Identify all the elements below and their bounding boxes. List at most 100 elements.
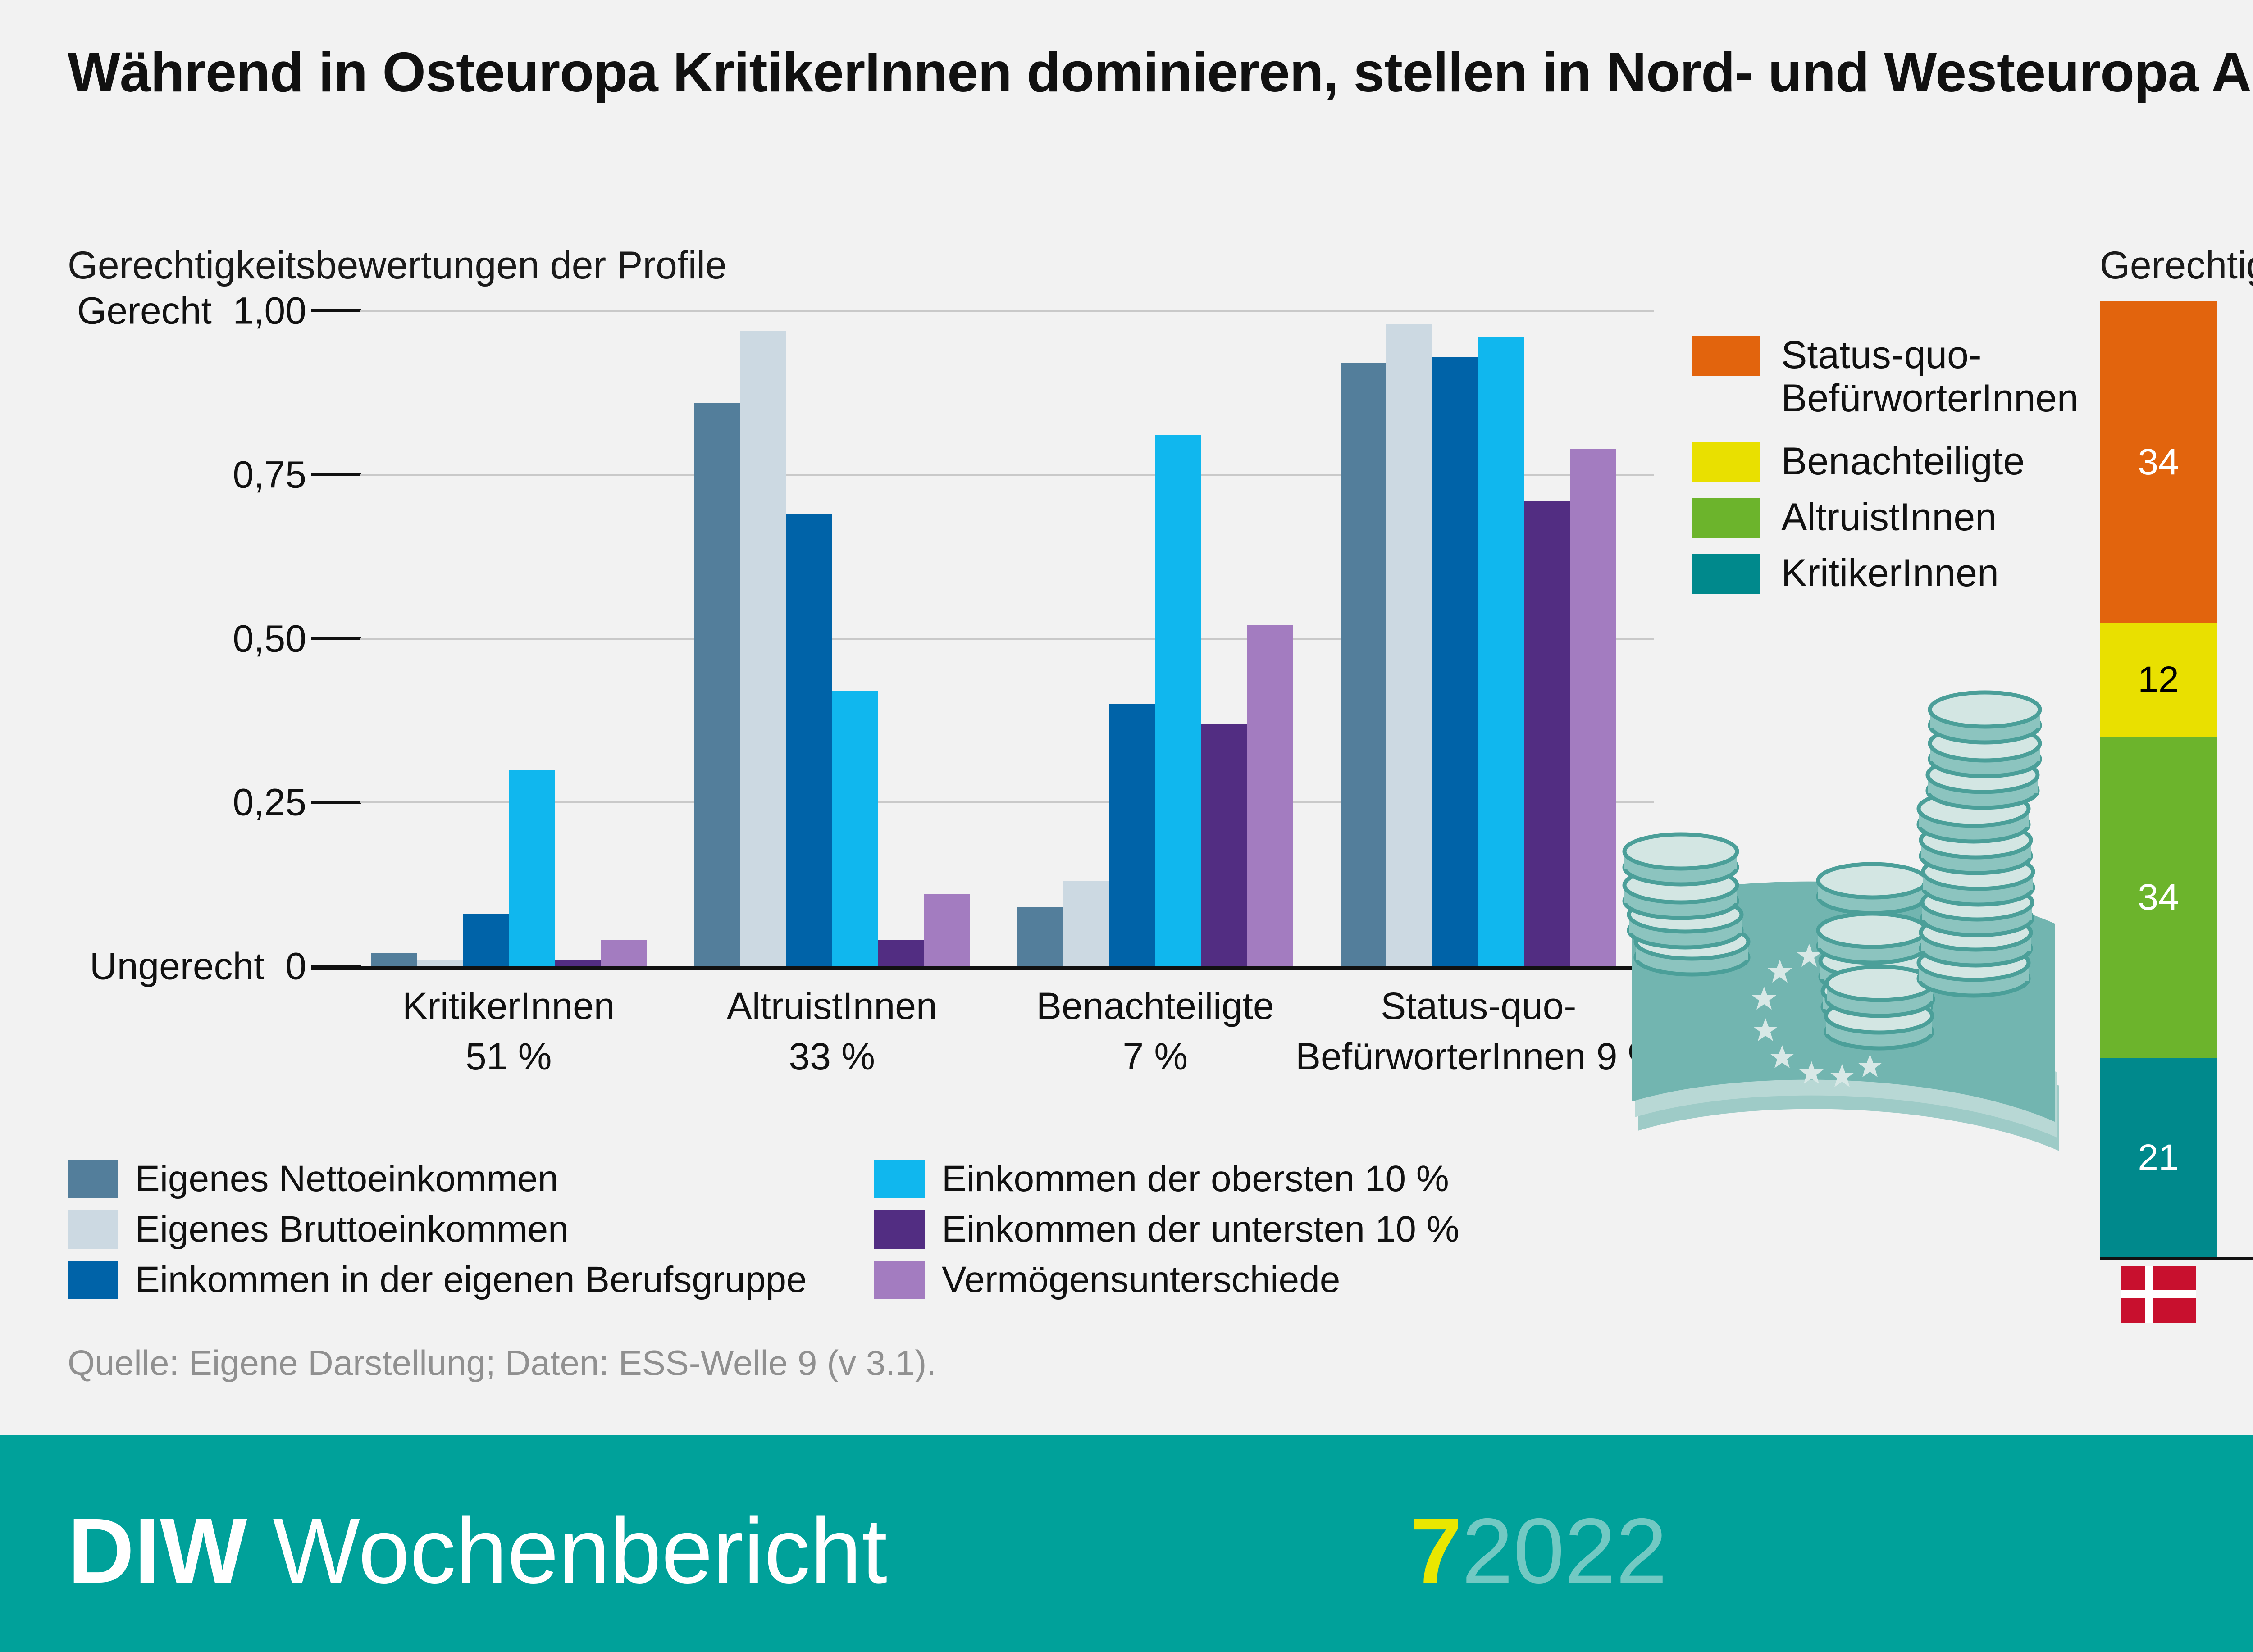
legend-label: Eigenes Bruttoeinkommen	[135, 1209, 569, 1250]
legend-swatch	[874, 1261, 925, 1299]
left-chart-subtitle: Gerechtigkeitsbewertungen der Profile	[68, 244, 727, 287]
bar[interactable]	[1341, 363, 1387, 966]
source-note: Quelle: Eigene Darstellung; Daten: ESS-W…	[68, 1343, 936, 1383]
bar[interactable]	[1017, 907, 1063, 966]
bar[interactable]	[694, 402, 740, 966]
x-category-share: 33 %	[789, 1035, 875, 1078]
bar[interactable]	[740, 330, 786, 966]
coins-on-euro-banknote-illustration	[1604, 676, 2100, 1171]
footer-band: DIW Wochenbericht 72022 DIW BERLIN	[0, 1435, 2253, 1652]
x-category-label: KritikerInnen	[402, 985, 615, 1027]
legend-item[interactable]: Eigenes Nettoeinkommen	[68, 1158, 558, 1200]
stack-segment[interactable]: 21	[2100, 1058, 2217, 1257]
legend-swatch	[68, 1160, 118, 1198]
bar[interactable]	[1524, 501, 1571, 966]
stacked-bar-chart: 3412342116847291564336643951423064452138…	[2100, 301, 2253, 1257]
legend-label: Eigenes Nettoeinkommen	[135, 1158, 558, 1199]
legend-swatch	[68, 1261, 118, 1299]
x-category-share: 7 %	[1122, 1035, 1188, 1078]
bar[interactable]	[416, 960, 463, 966]
bar-group	[1341, 311, 1617, 966]
y-tick-label: 0,75	[233, 453, 307, 496]
y-tick-mark	[311, 637, 361, 640]
stack-segment[interactable]: 12	[2100, 623, 2217, 737]
bar[interactable]	[1386, 324, 1433, 966]
legend-item[interactable]: Eigenes Bruttoeinkommen	[68, 1208, 569, 1251]
bar[interactable]	[1478, 337, 1525, 966]
bar[interactable]	[370, 953, 417, 966]
bar-group	[370, 311, 647, 966]
y-tick-label: 0,50	[233, 617, 307, 660]
legend-item[interactable]: Einkommen in der eigenen Berufsgruppe	[68, 1259, 807, 1301]
bar-group	[694, 311, 970, 966]
bar[interactable]	[832, 691, 878, 966]
bar[interactable]	[1155, 435, 1201, 966]
legend-item[interactable]: Einkommen der obersten 10 %	[874, 1158, 1449, 1200]
legend-label: Einkommen in der eigenen Berufsgruppe	[135, 1259, 807, 1300]
issue-year: 2022	[1462, 1499, 1668, 1602]
segment-value: 21	[2138, 1137, 2179, 1178]
gridline	[360, 473, 1654, 476]
legend-swatch	[874, 1210, 925, 1249]
right-chart-baseline	[2100, 1257, 2253, 1260]
page-title: Während in Osteuropa KritikerInnen domin…	[68, 41, 2253, 104]
legend-swatch	[1692, 336, 1760, 376]
plot-area	[360, 311, 1654, 966]
stacked-legend-item[interactable]: KritikerInnen	[1692, 551, 1999, 595]
y-tick-mark	[311, 473, 361, 476]
legend-label: KritikerInnen	[1781, 551, 1999, 595]
bar[interactable]	[600, 940, 647, 966]
bar[interactable]	[1432, 356, 1479, 966]
segment-value: 34	[2138, 877, 2179, 918]
legend-swatch	[1692, 498, 1760, 538]
y-tick-label: Ungerecht 0	[90, 945, 306, 988]
legend-label: AltruistInnen	[1781, 496, 1997, 539]
y-tick-label: 0,25	[233, 781, 307, 824]
legend-label: Einkommen der obersten 10 %	[942, 1158, 1449, 1199]
bar[interactable]	[462, 914, 509, 966]
footer-title: DIW Wochenbericht	[68, 1498, 887, 1604]
bar[interactable]	[924, 894, 970, 966]
footer-title-rest: Wochenbericht	[247, 1499, 888, 1602]
bar[interactable]	[508, 769, 555, 966]
stack-segment[interactable]: 34	[2100, 301, 2217, 623]
x-category-share: 51 %	[465, 1035, 552, 1078]
legend-label: Status-quo- BefürworterInnen	[1781, 333, 2079, 420]
right-chart-subtitle: Gerechtigkeitsprofile in Europa	[2100, 244, 2253, 287]
bar[interactable]	[1570, 448, 1617, 966]
bar[interactable]	[1201, 724, 1247, 966]
legend-item[interactable]: Einkommen der untersten 10 %	[874, 1208, 1459, 1251]
x-category-label: Status-quo-	[1381, 985, 1577, 1027]
bar[interactable]	[1247, 625, 1293, 966]
y-tick-mark	[311, 309, 361, 312]
bar[interactable]	[1109, 704, 1155, 966]
gridline	[360, 637, 1654, 640]
gridline	[360, 310, 1654, 312]
bar[interactable]	[878, 940, 924, 966]
stack-segment[interactable]: 34	[2100, 737, 2217, 1058]
bar[interactable]	[786, 514, 832, 966]
legend-label: Einkommen der untersten 10 %	[942, 1209, 1459, 1250]
x-category-share: BefürworterInnen 9 %	[1295, 1035, 1662, 1078]
bar[interactable]	[1063, 881, 1109, 966]
stacked-bar[interactable]: 34 12 34 21	[2100, 301, 2217, 1257]
stacked-legend-item[interactable]: AltruistInnen	[1692, 496, 1997, 539]
x-axis-baseline	[311, 966, 1656, 970]
legend-item[interactable]: Vermögensunterschiede	[874, 1259, 1340, 1301]
flag-denmark-icon	[2116, 1266, 2201, 1323]
legend-label: Vermögensunterschiede	[942, 1259, 1341, 1300]
footer-issue: 72022	[1410, 1498, 1667, 1604]
legend-swatch	[68, 1210, 118, 1249]
legend-swatch	[1692, 554, 1760, 594]
gridline	[360, 801, 1654, 804]
segment-value: 12	[2138, 659, 2179, 700]
stacked-legend-item[interactable]: Status-quo- BefürworterInnen	[1692, 333, 2079, 420]
bar-group	[1017, 311, 1293, 966]
y-tick-mark	[311, 801, 361, 804]
stacked-legend-item[interactable]: Benachteiligte	[1692, 440, 2025, 483]
segment-value: 34	[2138, 441, 2179, 482]
bar[interactable]	[554, 960, 601, 966]
legend-swatch	[874, 1160, 925, 1198]
issue-number: 7	[1410, 1499, 1462, 1602]
y-tick-label: Gerecht 1,00	[77, 289, 306, 332]
